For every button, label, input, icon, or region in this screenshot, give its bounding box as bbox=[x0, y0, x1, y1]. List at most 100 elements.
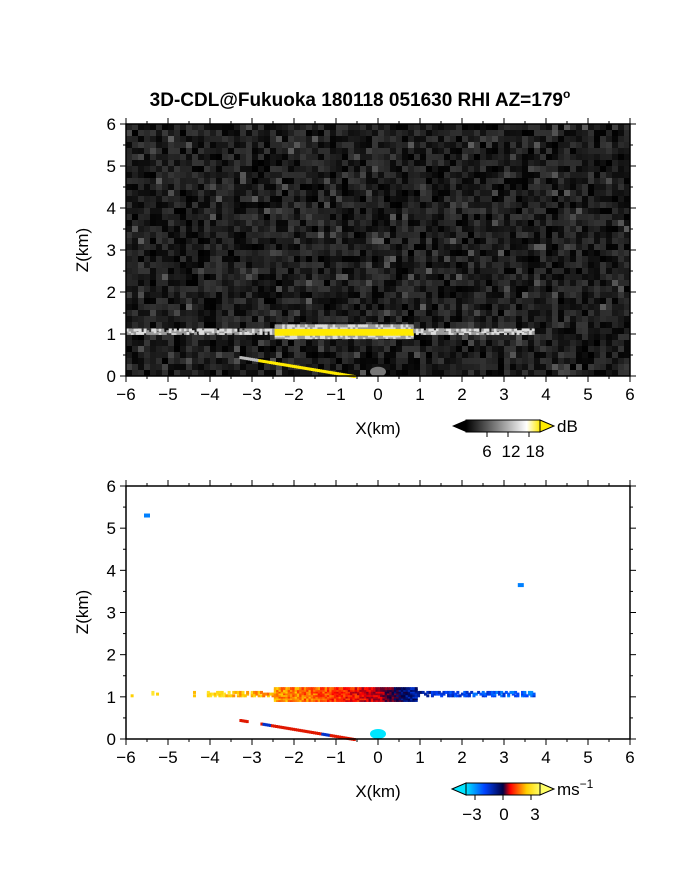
noise-cell bbox=[396, 370, 402, 376]
layer-cell bbox=[325, 331, 329, 335]
noise-cell bbox=[192, 160, 198, 166]
noise-cell bbox=[486, 196, 492, 202]
layer-cell bbox=[360, 336, 364, 340]
layer-cell bbox=[287, 326, 291, 330]
noise-cell bbox=[408, 280, 414, 286]
noise-cell bbox=[450, 364, 456, 370]
noise-cell bbox=[384, 220, 390, 226]
noise-cell bbox=[216, 178, 222, 184]
noise-cell bbox=[606, 124, 612, 130]
noise-cell bbox=[150, 256, 156, 262]
noise-cell bbox=[408, 142, 414, 148]
noise-cell bbox=[390, 364, 396, 370]
layer-cell bbox=[340, 327, 344, 331]
layer-cell bbox=[338, 690, 342, 694]
noise-cell bbox=[516, 358, 522, 364]
noise-cell bbox=[528, 286, 534, 292]
noise-cell bbox=[594, 334, 600, 340]
layer-cell bbox=[236, 690, 240, 694]
layer-cell bbox=[375, 692, 379, 696]
noise-cell bbox=[612, 334, 618, 340]
noise-cell bbox=[516, 310, 522, 316]
noise-cell bbox=[384, 304, 390, 310]
noise-cell bbox=[186, 190, 192, 196]
layer-cell bbox=[414, 695, 418, 699]
noise-cell bbox=[336, 172, 342, 178]
layer-cell bbox=[282, 336, 286, 340]
noise-cell bbox=[492, 304, 498, 310]
layer-cell bbox=[377, 687, 381, 691]
noise-cell bbox=[372, 166, 378, 172]
noise-cell bbox=[450, 358, 456, 364]
noise-cell bbox=[456, 322, 462, 328]
noise-cell bbox=[192, 190, 198, 196]
noise-cell bbox=[396, 274, 402, 280]
noise-cell bbox=[144, 184, 150, 190]
layer-cell bbox=[383, 336, 387, 340]
layer-cell bbox=[473, 328, 477, 332]
noise-cell bbox=[552, 280, 558, 286]
noise-cell bbox=[534, 214, 540, 220]
layer-cell bbox=[250, 692, 254, 696]
noise-cell bbox=[360, 178, 366, 184]
noise-cell bbox=[564, 160, 570, 166]
layer-cell bbox=[428, 330, 432, 334]
noise-cell bbox=[558, 322, 564, 328]
noise-cell bbox=[240, 244, 246, 250]
noise-cell bbox=[420, 340, 426, 346]
layer-cell bbox=[224, 328, 228, 332]
noise-cell bbox=[354, 202, 360, 208]
noise-cell bbox=[612, 220, 618, 226]
layer-cell bbox=[461, 328, 465, 332]
noise-cell bbox=[570, 358, 576, 364]
noise-cell bbox=[612, 154, 618, 160]
noise-cell bbox=[294, 244, 300, 250]
noise-cell bbox=[378, 364, 384, 370]
noise-cell bbox=[564, 340, 570, 346]
noise-cell bbox=[420, 208, 426, 214]
noise-cell bbox=[444, 280, 450, 286]
noise-cell bbox=[504, 358, 510, 364]
noise-cell bbox=[390, 262, 396, 268]
layer-cell bbox=[308, 688, 312, 692]
noise-cell bbox=[360, 232, 366, 238]
layer-cell bbox=[128, 331, 132, 335]
noise-cell bbox=[168, 142, 174, 148]
noise-cell bbox=[528, 232, 534, 238]
noise-cell bbox=[228, 184, 234, 190]
noise-cell bbox=[558, 190, 564, 196]
noise-cell bbox=[186, 310, 192, 316]
noise-cell bbox=[270, 262, 276, 268]
noise-cell bbox=[420, 238, 426, 244]
noise-cell bbox=[564, 364, 570, 370]
noise-cell bbox=[552, 358, 558, 364]
layer-cell bbox=[355, 327, 359, 331]
noise-cell bbox=[138, 352, 144, 358]
noise-cell bbox=[432, 160, 438, 166]
layer-cell bbox=[219, 331, 223, 335]
layer-cell bbox=[315, 332, 318, 336]
noise-cell bbox=[150, 274, 156, 280]
noise-cell bbox=[450, 202, 456, 208]
layer-cell bbox=[373, 695, 377, 699]
noise-cell bbox=[444, 148, 450, 154]
noise-cell bbox=[258, 148, 264, 154]
noise-cell bbox=[246, 280, 252, 286]
noise-cell bbox=[384, 286, 390, 292]
noise-cell bbox=[360, 364, 366, 370]
noise-cell bbox=[450, 208, 456, 214]
noise-cell bbox=[258, 298, 264, 304]
noise-cell bbox=[516, 130, 522, 136]
layer-cell bbox=[320, 688, 324, 692]
noise-cell bbox=[336, 280, 342, 286]
noise-cell bbox=[408, 346, 414, 352]
noise-cell bbox=[222, 352, 228, 358]
layer-cell bbox=[266, 694, 270, 698]
noise-cell bbox=[450, 316, 456, 322]
noise-cell bbox=[348, 238, 354, 244]
noise-cell bbox=[528, 298, 534, 304]
noise-cell bbox=[504, 310, 510, 316]
noise-cell bbox=[276, 316, 282, 322]
layer-cell bbox=[285, 695, 289, 699]
noise-cell bbox=[138, 250, 144, 256]
